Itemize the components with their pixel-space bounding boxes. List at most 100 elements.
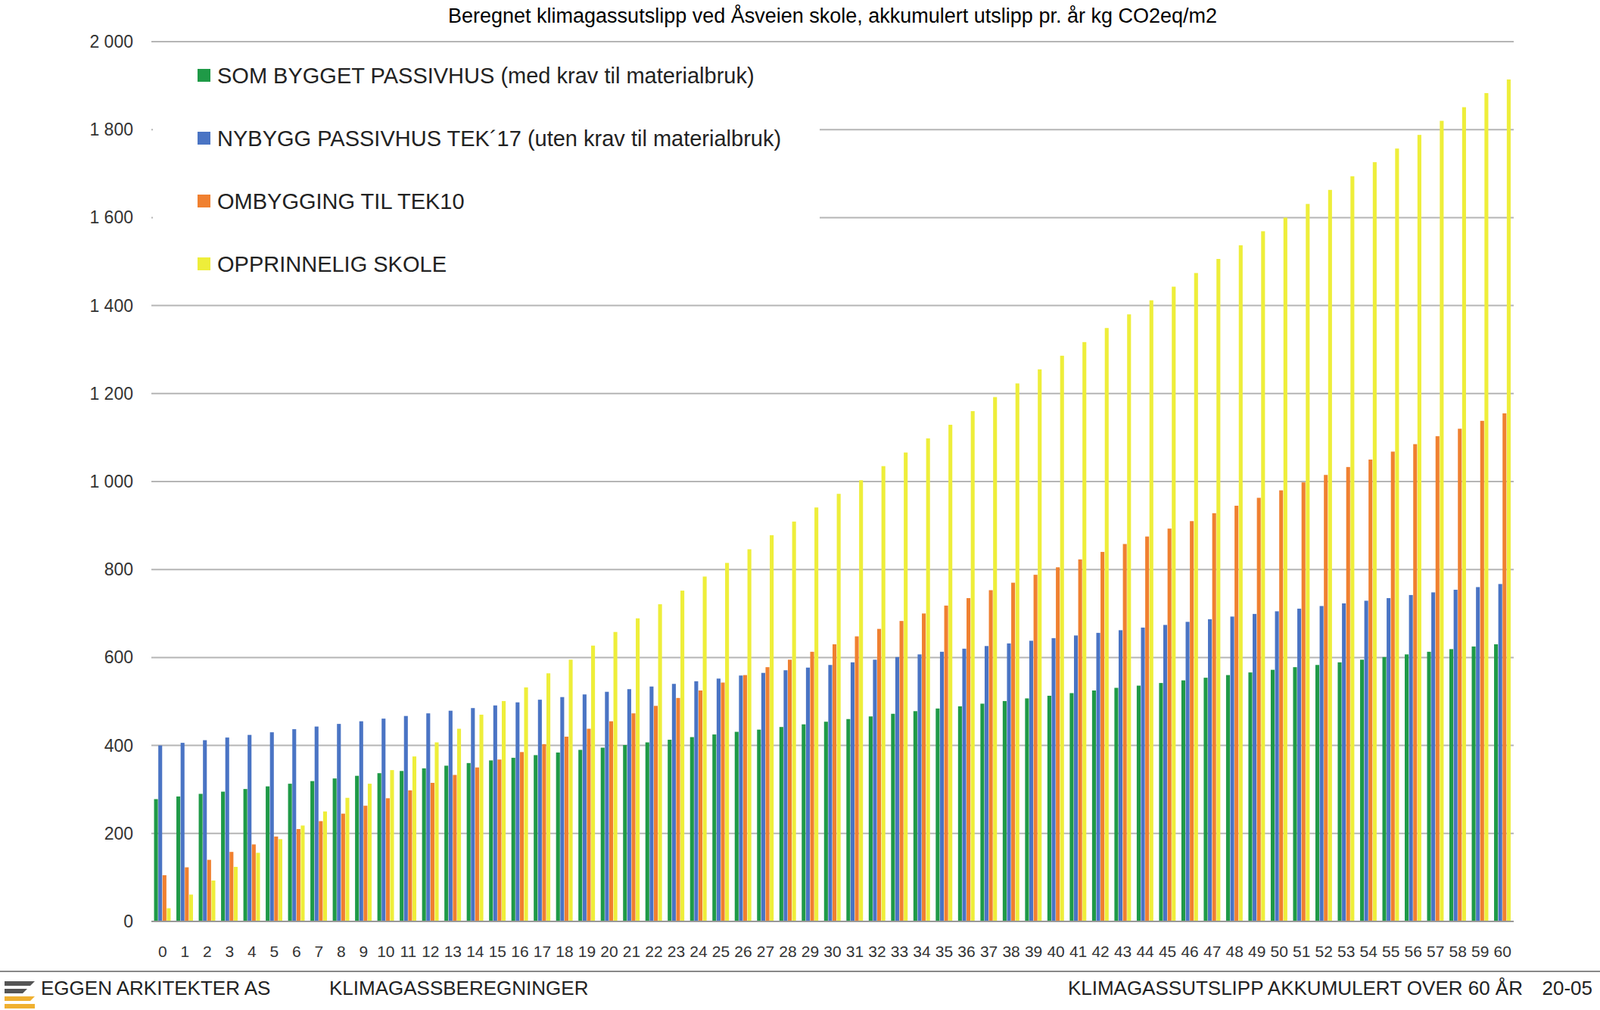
bar: [1502, 413, 1507, 922]
x-tick-label: 39: [1024, 942, 1043, 960]
bar: [667, 739, 672, 922]
bar: [828, 664, 832, 922]
bar: [336, 723, 341, 922]
bar: [1350, 176, 1355, 922]
bar: [1118, 629, 1123, 922]
y-tick-label: 1 600: [89, 207, 134, 228]
legend: SOM BYGGET PASSIVHUS (med krav til mater…: [152, 52, 820, 296]
bar: [511, 757, 516, 922]
bar: [792, 521, 797, 922]
x-tick-label: 32: [868, 942, 886, 960]
bar: [501, 700, 506, 922]
bar: [1238, 245, 1243, 922]
bar: [725, 562, 729, 922]
bar: [546, 672, 551, 922]
bar: [430, 782, 435, 922]
bar: [180, 742, 185, 922]
bar: [452, 775, 457, 922]
bar: [747, 548, 752, 922]
legend-swatch: [197, 68, 211, 82]
bar: [292, 728, 296, 922]
bar: [1073, 635, 1078, 922]
bar: [448, 710, 453, 922]
x-tick-label: 54: [1360, 942, 1379, 960]
bar: [493, 705, 498, 922]
bar: [890, 713, 895, 922]
footer-section: KLIMAGASSBEREGNINGER: [329, 976, 589, 1000]
x-tick-label: 55: [1382, 942, 1400, 960]
bar: [166, 908, 171, 922]
bar: [672, 683, 676, 922]
bar: [270, 731, 274, 922]
bar: [444, 765, 449, 922]
bar: [631, 712, 636, 922]
bar: [966, 597, 971, 922]
x-tick-label: 28: [778, 942, 797, 960]
bar: [1427, 651, 1432, 922]
bar: [202, 740, 207, 922]
bar: [1163, 624, 1168, 922]
bar: [1248, 672, 1252, 922]
bar: [1051, 638, 1056, 922]
x-tick-label: 41: [1069, 942, 1087, 960]
bar: [645, 742, 650, 922]
bar: [407, 790, 412, 922]
bar: [1368, 459, 1373, 922]
bar: [712, 734, 716, 922]
bar: [814, 507, 819, 922]
y-tick-label: 800: [104, 559, 134, 579]
bar: [989, 590, 993, 922]
bar: [404, 715, 408, 922]
chart: Beregnet klimagassutslipp ved Åsveien sk…: [0, 0, 1600, 1010]
bar: [1141, 627, 1146, 922]
bar: [658, 603, 663, 922]
bar: [377, 772, 382, 922]
bar: [1439, 121, 1444, 922]
bar: [176, 796, 181, 922]
bar: [1082, 342, 1087, 922]
bar: [1498, 583, 1503, 922]
bar: [1480, 420, 1485, 922]
bar: [675, 697, 680, 922]
bar: [903, 452, 908, 922]
bar: [627, 688, 632, 922]
bar: [1319, 605, 1324, 922]
bar: [345, 797, 349, 922]
bar: [422, 768, 427, 922]
bar: [1404, 653, 1409, 922]
bar: [333, 778, 337, 922]
bar: [591, 645, 595, 922]
bar: [488, 759, 493, 922]
x-tick-label: 6: [292, 942, 302, 960]
bar: [426, 712, 430, 922]
bar: [958, 706, 962, 922]
bar: [1114, 687, 1118, 922]
bar: [569, 659, 573, 922]
legend-swatch: [197, 194, 211, 208]
bar: [600, 747, 605, 922]
bar: [720, 682, 725, 922]
x-tick-label: 52: [1315, 942, 1333, 960]
bar: [913, 710, 918, 922]
bar: [273, 836, 278, 922]
bar: [694, 681, 698, 922]
bar: [381, 718, 386, 922]
x-tick-label: 4: [247, 942, 257, 960]
bar: [243, 788, 248, 922]
bar: [1167, 528, 1172, 922]
bar: [199, 793, 203, 922]
bar: [519, 751, 524, 922]
bar: [992, 396, 997, 922]
legend-label: OMBYGGING TIL TEK10: [217, 189, 465, 214]
x-tick-label: 51: [1292, 942, 1311, 960]
legend-swatch: [197, 257, 211, 271]
bar: [761, 672, 766, 922]
y-tick-label: 400: [104, 735, 134, 756]
bar: [318, 821, 323, 922]
x-tick-label: 57: [1426, 942, 1445, 960]
bar: [855, 636, 860, 922]
bar: [613, 631, 618, 922]
x-tick-label: 1: [180, 942, 190, 960]
bar: [255, 852, 260, 922]
bar: [457, 728, 461, 922]
